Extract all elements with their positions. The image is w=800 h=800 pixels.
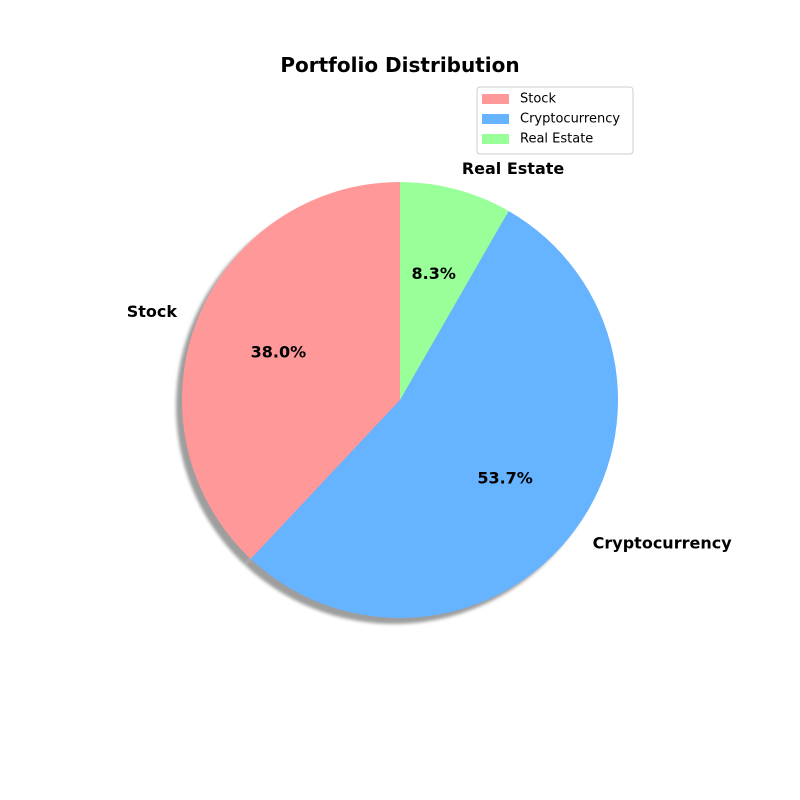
legend-swatch-real-estate: [482, 134, 509, 144]
percent-label-stock: 38.0%: [251, 342, 307, 361]
pie-labels: Stock 38.0% Cryptocurrency 53.7% Real Estate…: [127, 159, 732, 552]
chart-title: Portfolio Distribution: [280, 53, 519, 77]
percent-label-real-estate: 8.3%: [412, 264, 456, 283]
pie-slice-stock: [182, 182, 400, 559]
percent-label-cryptocurrency: 53.7%: [477, 468, 533, 487]
slice-label-real-estate: Real Estate: [462, 159, 565, 178]
legend-label-stock: Stock: [520, 92, 556, 107]
legend-label-cryptocurrency: Cryptocurrency: [520, 112, 620, 127]
pie-slice-real-estate: [400, 182, 509, 400]
legend-frame: [476, 86, 634, 155]
slice-label-stock: Stock: [127, 302, 178, 321]
legend-label-real-estate: Real Estate: [520, 132, 593, 147]
slice-label-cryptocurrency: Cryptocurrency: [593, 533, 733, 552]
legend: Stock Cryptocurrency Real Estate: [476, 86, 634, 155]
pie-slice-cryptocurrency: [250, 210, 619, 619]
legend-swatch-stock: [482, 94, 509, 104]
legend-swatch-cryptocurrency: [482, 114, 509, 124]
pie-slices: [182, 182, 619, 619]
